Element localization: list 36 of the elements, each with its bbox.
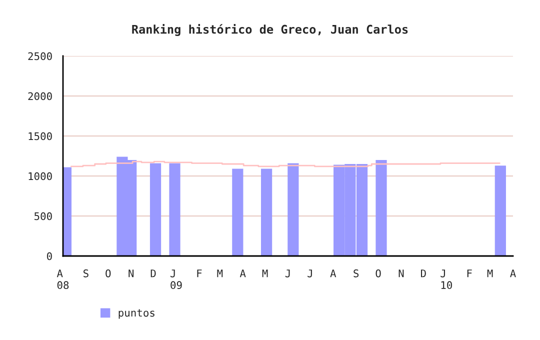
x-tick-label: N	[128, 270, 134, 278]
x-tick-label: S	[354, 269, 359, 278]
x-tick-label: A	[240, 270, 246, 278]
y-tick-label: 2000	[28, 92, 52, 100]
x-tick-label: A	[330, 270, 336, 278]
bar	[169, 163, 180, 256]
x-tick-label: J 10	[440, 270, 452, 290]
x-tick-label: M	[217, 270, 223, 278]
x-tick-label: N	[398, 270, 404, 278]
y-tick-label: 1500	[28, 132, 52, 140]
x-tick-label: A	[510, 270, 516, 278]
x-tick-label: J	[285, 270, 290, 278]
y-tick-label: 0	[46, 252, 52, 260]
x-tick-label: D	[150, 270, 156, 278]
x-tick-label: F	[197, 270, 202, 278]
legend-label: puntos	[118, 309, 154, 319]
x-tick-label: J	[308, 270, 312, 278]
chart-title: Ranking histórico de Greco, Juan Carlos	[132, 24, 408, 36]
bar	[232, 168, 244, 256]
x-tick-label: M	[487, 270, 493, 278]
bar	[494, 166, 506, 256]
x-tick-label: M	[262, 270, 268, 278]
y-tick-label: 2500	[28, 52, 52, 60]
bar	[150, 163, 162, 256]
x-tick-label: D	[421, 270, 426, 278]
x-tick-label: S	[84, 269, 88, 278]
y-tick-label: 1000	[28, 172, 52, 180]
bar	[288, 163, 299, 256]
x-tick-label: A 08	[56, 270, 69, 290]
bar	[260, 168, 272, 256]
x-tick-label: J 09	[170, 270, 182, 290]
bar	[376, 160, 387, 256]
x-tick-label: F	[467, 270, 472, 278]
y-tick-label: 500	[34, 212, 52, 220]
x-tick-label: O	[106, 269, 111, 278]
x-tick-label: O	[376, 269, 381, 278]
